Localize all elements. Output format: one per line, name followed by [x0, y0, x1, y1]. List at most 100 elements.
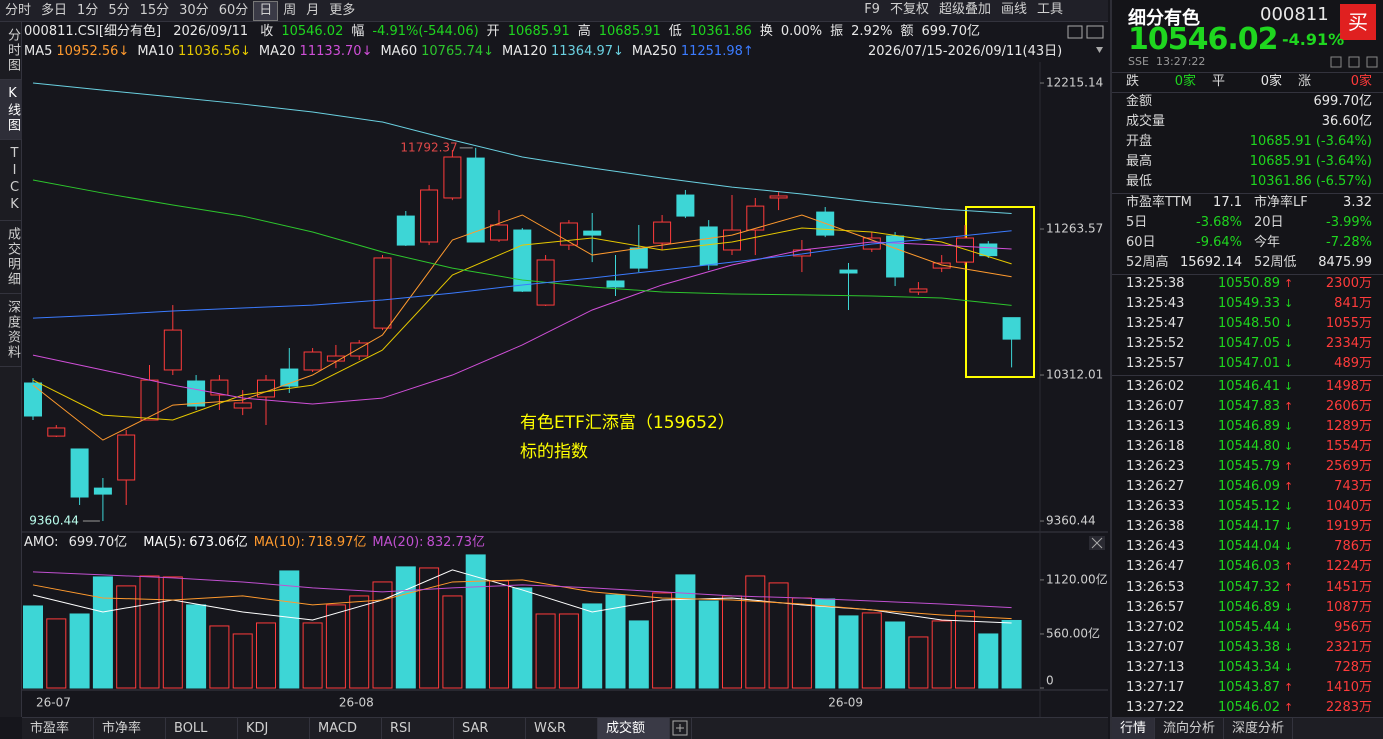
info-label: 收 [260, 24, 274, 39]
tick-row: 13:27:13 10543.34 ↓ 728万 [1126, 658, 1372, 678]
tick-row: 13:27:07 10543.38 ↓ 2321万 [1126, 638, 1372, 658]
tick-time: 13:26:43 [1126, 539, 1185, 555]
tick-row: 13:25:52 10547.05 ↓ 2334万 [1126, 334, 1372, 354]
period-tab[interactable]: 更多 [329, 2, 356, 18]
tick-volume: 489万 [1334, 356, 1372, 372]
tick-arrow: ↑ [1284, 701, 1294, 715]
tick-row: 13:25:57 10547.01 ↓ 489万 [1126, 354, 1372, 374]
volume-bar [605, 594, 626, 689]
indicator-tab[interactable]: BOLL [166, 718, 238, 739]
add-icon[interactable] [670, 718, 690, 738]
y-tick-label: 10312.01 [1046, 368, 1103, 382]
tick-price: 10544.17 [1217, 519, 1280, 535]
side-tab[interactable]: TICK [0, 140, 22, 221]
legend-name: MA60 [380, 44, 418, 59]
indicator-tab[interactable]: 成交额 [598, 718, 670, 739]
tick-time: 13:25:47 [1126, 316, 1185, 332]
indicator-tab[interactable]: MACD [310, 718, 382, 739]
panel-tab[interactable]: 深度分析 [1224, 718, 1294, 739]
tick-price: 10546.03 [1217, 559, 1280, 575]
quote-time: 13:27:22 [1156, 55, 1206, 68]
tick-row: 13:27:22 10546.02 ↑ 2283万 [1126, 698, 1372, 718]
period-tab[interactable]: 60分 [218, 2, 249, 18]
period-tab[interactable]: 30分 [179, 2, 209, 18]
exchange: SSE [1128, 55, 1149, 68]
stat-label: 成交量 [1126, 114, 1166, 129]
legend-name: MA(10): [253, 535, 305, 550]
period-tab[interactable]: 多日 [41, 2, 68, 18]
tick-volume: 728万 [1334, 659, 1372, 675]
indicator-tab[interactable]: RSI [382, 718, 454, 739]
volume-bar [768, 582, 789, 689]
tick-arrow: ↓ [1284, 660, 1294, 674]
panel-tab[interactable]: 流向分析 [1155, 718, 1225, 739]
tool-button[interactable]: 工具 [1036, 2, 1063, 17]
tick-time: 13:26:57 [1126, 599, 1185, 615]
close-icon[interactable] [1089, 536, 1105, 550]
side-tab[interactable]: 分时图 [0, 22, 22, 80]
tool-button[interactable]: 超级叠加 [938, 2, 991, 17]
ratio-value: 3.32 [1343, 195, 1372, 210]
ratio-label: 今年 [1254, 235, 1281, 250]
tool-button[interactable]: 不复权 [889, 2, 929, 17]
indicator-tab[interactable]: W&R [526, 718, 598, 739]
stat-row: 成交量 36.60亿 [1126, 112, 1372, 132]
tick-time: 13:27:07 [1126, 639, 1185, 655]
tick-arrow: ↑ [1284, 459, 1294, 473]
stat-value: 699.70亿 [1313, 94, 1373, 109]
side-tab[interactable]: 成交明细 [0, 221, 22, 294]
tick-row: 13:26:02 10546.41 ↓ 1498万 [1126, 377, 1372, 397]
tick-row: 13:26:38 10544.17 ↓ 1919万 [1126, 517, 1372, 537]
panel-tab[interactable]: 行情 [1112, 718, 1156, 739]
tool-button[interactable]: 画线 [1000, 2, 1027, 17]
period-tab[interactable]: 15分 [139, 2, 170, 18]
info-field: 额 699.70亿 [900, 24, 980, 39]
period-tab[interactable]: 5分 [108, 2, 130, 18]
candle-body [373, 257, 392, 329]
volume-bar [1001, 619, 1022, 689]
indicator-tab[interactable]: SAR [454, 718, 526, 739]
indicator-tab[interactable]: 市盈率 [22, 718, 94, 739]
panel-icons[interactable] [1330, 56, 1380, 68]
period-tab[interactable]: 分时 [5, 2, 32, 18]
tick-volume: 2300万 [1325, 276, 1372, 291]
period-tab[interactable]: 月 [306, 2, 320, 18]
volume-bar [69, 613, 90, 689]
y-tick-label: 11263.57 [1046, 222, 1103, 236]
side-tab[interactable]: K线图 [0, 80, 22, 140]
legend-value: 718.97亿 [307, 535, 367, 550]
tick-arrow: ↓ [1284, 640, 1294, 654]
period-tab[interactable]: 日 [253, 0, 279, 21]
breadth-label: 跌 [1126, 74, 1140, 89]
info-field: 振 2.92% [830, 24, 892, 39]
candle-body [1002, 317, 1021, 340]
tick-price: 10547.32 [1217, 579, 1280, 595]
volume-title-value: 699.70亿 [68, 535, 128, 550]
period-tab[interactable]: 周 [283, 2, 297, 18]
volume-bar [279, 570, 300, 689]
annotation: 有色ETF汇添富（159652） [520, 413, 735, 433]
info-field: 幅 -4.91%(-544.06) [351, 24, 478, 39]
mode-icons[interactable] [1067, 25, 1104, 53]
indicator-tab[interactable]: KDJ [238, 718, 310, 739]
buy-button[interactable]: 买 [1340, 4, 1376, 40]
indicator-tab[interactable]: 市净率 [94, 718, 166, 739]
date-range[interactable]: 2026/07/15-2026/09/11(43日) [868, 44, 1063, 59]
legend-value: 673.06亿 [189, 535, 248, 550]
panel-tabs: 行情 流向分析 深度分析 [1112, 717, 1383, 739]
candle-body [396, 215, 415, 246]
tick-time: 13:26:27 [1126, 479, 1185, 494]
stat-label: 最高 [1126, 154, 1153, 169]
ma-line [32, 82, 1012, 214]
side-tab[interactable]: 深度资料 [0, 294, 22, 367]
period-tab[interactable]: 1分 [77, 2, 99, 18]
candle-body [699, 226, 718, 266]
tick-row: 13:25:47 10548.50 ↓ 1055万 [1126, 314, 1372, 334]
add-tab[interactable] [670, 718, 692, 739]
tool-button[interactable]: F9 [864, 2, 880, 17]
tick-row: 13:26:13 10546.89 ↓ 1289万 [1126, 417, 1372, 437]
ma-line [32, 241, 1012, 405]
tick-price: 10548.50 [1217, 316, 1280, 332]
candle-body [629, 247, 648, 269]
separator [1112, 92, 1383, 93]
